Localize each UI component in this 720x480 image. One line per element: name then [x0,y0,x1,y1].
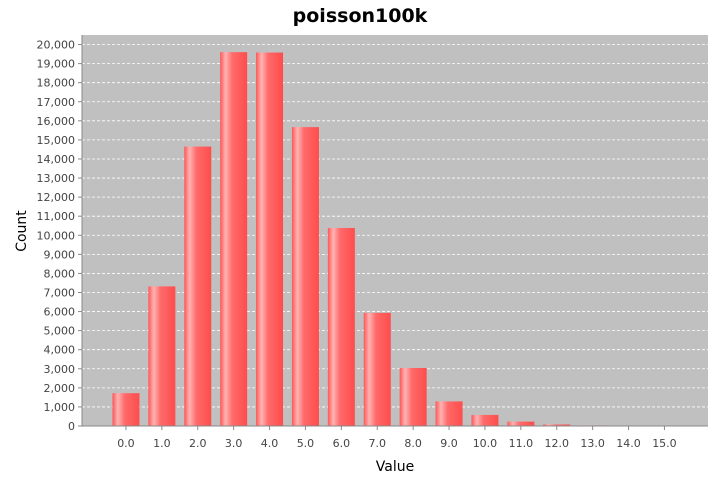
bar [184,146,212,426]
x-tick-label: 9.0 [440,437,458,450]
y-tick-label: 15,000 [37,134,76,147]
y-tick-label: 3,000 [44,363,76,376]
bar [291,127,319,426]
bar [220,52,248,426]
y-tick-label: 18,000 [37,77,76,90]
y-tick-label: 19,000 [37,58,76,71]
x-tick-label: 3.0 [225,437,243,450]
x-tick-label: 11.0 [509,437,534,450]
x-tick-label: 6.0 [333,437,351,450]
x-tick-label: 15.0 [652,437,677,450]
x-tick-label: 10.0 [473,437,498,450]
bar [543,424,571,426]
x-tick-label: 5.0 [297,437,315,450]
x-tick-label: 4.0 [261,437,279,450]
y-tick-label: 2,000 [44,382,76,395]
x-tick-label: 14.0 [616,437,641,450]
bar [256,52,284,427]
bar [148,286,176,426]
bar [399,368,427,426]
bars [112,52,678,427]
y-tick-label: 16,000 [37,115,76,128]
x-tick-label: 13.0 [580,437,605,450]
grid-lines [82,44,708,408]
y-tick-label: 6,000 [44,306,76,319]
bar [507,421,535,426]
y-tick-label: 11,000 [37,210,76,223]
bar [363,312,391,426]
x-tick-label: 0.0 [117,437,135,450]
bar [471,414,499,426]
y-tick-label: 0 [68,420,75,433]
y-tick-label: 14,000 [37,153,76,166]
y-tick-label: 5,000 [44,325,76,338]
y-tick-label: 9,000 [44,248,76,261]
y-tick-label: 4,000 [44,344,76,357]
y-tick-label: 1,000 [44,401,76,414]
bar [112,393,140,426]
y-tick-label: 8,000 [44,267,76,280]
y-tick-label: 20,000 [37,39,76,52]
bar [435,401,463,426]
y-tick-label: 7,000 [44,286,76,299]
x-tick-label: 1.0 [153,437,171,450]
bar [327,228,355,426]
chart-title: poisson100k [293,5,428,27]
y-tick-label: 10,000 [37,229,76,242]
y-tick-label: 12,000 [37,191,76,204]
x-tick-label: 8.0 [404,437,422,450]
y-tick-label: 17,000 [37,96,76,109]
x-axis-ticks: 0.0 1.0 2.0 3.0 4.0 5.0 6.0 7.0 8.0 9.0 10.0 11.0 12… [117,426,677,450]
x-tick-label: 2.0 [189,437,207,450]
x-tick-label: 7.0 [369,437,387,450]
x-tick-label: 12.0 [545,437,570,450]
x-axis-label: Value [376,459,414,475]
plot-area [82,35,708,426]
y-tick-label: 13,000 [37,172,76,185]
y-axis-label: Count [14,210,30,252]
y-axis-ticks: 0 1,000 2,000 3,000 4,000 5,000 6,000 7,000 8,00… [37,39,82,433]
